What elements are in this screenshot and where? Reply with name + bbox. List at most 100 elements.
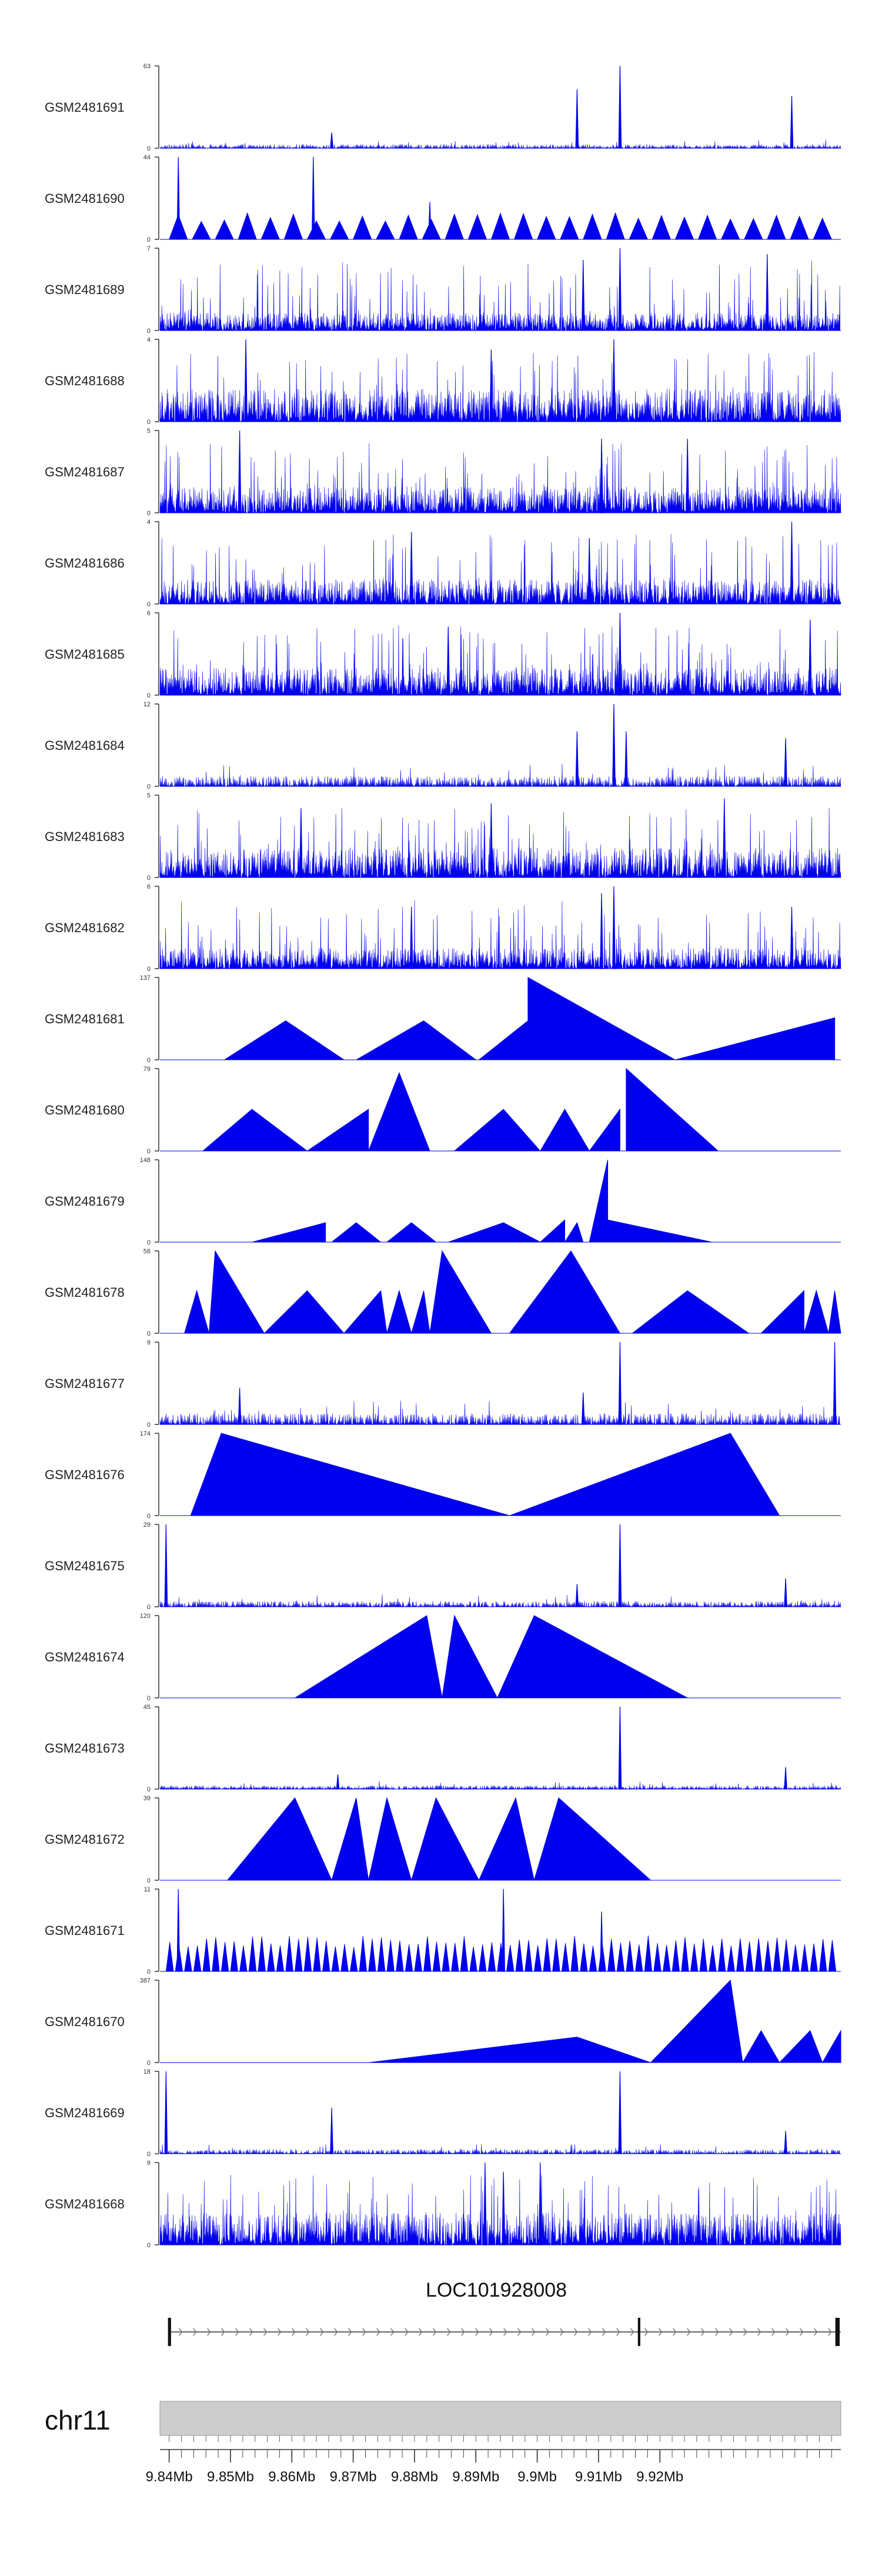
signal-triangle <box>223 1020 345 1060</box>
signal-triangle <box>368 1797 412 1881</box>
signal-triangle <box>779 2030 823 2063</box>
strand-arrow <box>574 2328 578 2336</box>
track-label: GSM2481670 <box>45 2014 125 2029</box>
track-GSM2481679: GSM2481679 148 0 <box>45 1157 841 1246</box>
y-max-label: 11 <box>144 1886 151 1893</box>
y-min-label: 0 <box>147 692 151 699</box>
track-label: GSM2481674 <box>45 1650 125 1664</box>
strand-arrow <box>673 2328 677 2336</box>
track-GSM2481674: GSM2481674 120 0 <box>45 1613 841 1702</box>
strand-arrow <box>249 2328 253 2336</box>
signal-peak <box>502 2171 506 2245</box>
signal-peak <box>311 156 315 240</box>
signal-peak <box>618 65 622 149</box>
signal-triangle <box>675 1017 836 1060</box>
track-GSM2481684: GSM2481684 12 0 <box>45 701 841 790</box>
y-min-label: 0 <box>147 1695 151 1702</box>
y-min-label: 0 <box>147 1513 151 1520</box>
y-max-label: 148 <box>140 1157 151 1164</box>
y-max-label: 7 <box>147 245 151 252</box>
y-max-label: 6 <box>147 610 151 617</box>
signal-triangle <box>386 1222 437 1243</box>
track-GSM2481671: GSM2481671 11 0 <box>45 1886 841 1976</box>
signal-peak <box>612 339 616 422</box>
strand-arrow <box>390 2328 395 2336</box>
track-GSM2481689: GSM2481689 7 0 <box>45 245 841 335</box>
signal-peak <box>299 808 303 878</box>
signal-peak <box>765 253 769 331</box>
signal-triangle <box>650 1979 743 2063</box>
signal-triangle <box>386 1289 412 1334</box>
track-label: GSM2481679 <box>45 1194 125 1209</box>
y-max-label: 29 <box>143 1521 151 1529</box>
signal-peak <box>483 2162 487 2245</box>
data-tracks: GSM2481691630GSM2481690440GSM248168970GS… <box>45 63 841 2249</box>
signal-peak <box>575 731 579 787</box>
signal-area <box>165 1935 837 1972</box>
signal-peak <box>808 619 812 696</box>
y-max-label: 174 <box>140 1430 151 1437</box>
strand-arrow <box>560 2328 564 2336</box>
y-min-label: 0 <box>147 1239 151 1246</box>
track-label: GSM2481678 <box>45 1285 125 1300</box>
signal-triangle <box>760 1290 804 1334</box>
signal-triangle <box>497 1615 688 1699</box>
strand-arrow <box>644 2328 649 2336</box>
track-label: GSM2481686 <box>45 556 125 570</box>
chromosome-ideogram <box>159 2401 841 2436</box>
signal-peak <box>612 886 616 969</box>
y-max-label: 39 <box>143 1795 151 1802</box>
track-GSM2481672: GSM2481672 39 0 <box>45 1795 841 1884</box>
strand-arrow <box>306 2328 310 2336</box>
signal-triangle <box>368 2037 651 2063</box>
strand-arrow <box>405 2328 409 2336</box>
signal-triangle <box>368 1072 430 1152</box>
strand-arrow <box>475 2328 479 2336</box>
track-label: GSM2481668 <box>45 2197 125 2211</box>
signal-triangle <box>202 1109 308 1152</box>
signal-peak <box>618 248 622 331</box>
axis-tick-label: 9.86Mb <box>268 2469 315 2485</box>
strand-arrow <box>433 2328 437 2336</box>
y-max-label: 5 <box>147 792 151 799</box>
strand-arrow <box>320 2328 324 2336</box>
track-GSM2481676: GSM2481676 174 0 <box>45 1430 841 1520</box>
track-GSM2481688: GSM2481688 4 0 <box>45 336 841 426</box>
signal-area <box>159 352 841 423</box>
strand-arrow <box>489 2328 493 2336</box>
track-label: GSM2481684 <box>45 738 125 753</box>
strand-arrow <box>447 2328 451 2336</box>
signal-peak <box>833 1342 837 1425</box>
y-max-label: 4 <box>147 519 151 526</box>
axis-tick-label: 9.87Mb <box>330 2469 377 2485</box>
signal-peak <box>600 893 603 969</box>
track-GSM2481690: GSM2481690 44 0 <box>45 154 841 243</box>
signal-peak <box>575 89 579 149</box>
signal-peak <box>176 1888 181 1972</box>
signal-peak <box>618 612 622 696</box>
signal-area <box>159 534 841 605</box>
signal-triangle <box>411 1797 480 1881</box>
gene-name: LOC101928008 <box>426 2279 567 2301</box>
signal-triangle <box>184 1289 210 1334</box>
strand-arrow <box>616 2328 620 2336</box>
y-max-label: 5 <box>147 428 151 435</box>
strand-arrow <box>729 2328 733 2336</box>
track-GSM2481675: GSM2481675 29 0 <box>45 1521 841 1611</box>
signal-peak <box>618 1706 622 1790</box>
signal-triangle <box>429 1250 492 1334</box>
strand-arrow <box>771 2328 776 2336</box>
signal-peak <box>581 1392 585 1425</box>
signal-triangle <box>821 2029 841 2063</box>
strand-arrow <box>235 2328 239 2336</box>
signal-peak <box>612 703 616 787</box>
track-GSM2481683: GSM2481683 5 0 <box>45 792 841 882</box>
signal-triangle <box>226 1797 332 1881</box>
track-GSM2481678: GSM2481678 58 0 <box>45 1248 841 1337</box>
signal-triangle <box>533 1797 652 1881</box>
gene-exon <box>637 2318 640 2346</box>
signal-peak <box>176 156 181 240</box>
track-label: GSM2481687 <box>45 465 125 479</box>
strand-arrow <box>292 2328 296 2336</box>
track-GSM2481686: GSM2481686 4 0 <box>45 519 841 608</box>
